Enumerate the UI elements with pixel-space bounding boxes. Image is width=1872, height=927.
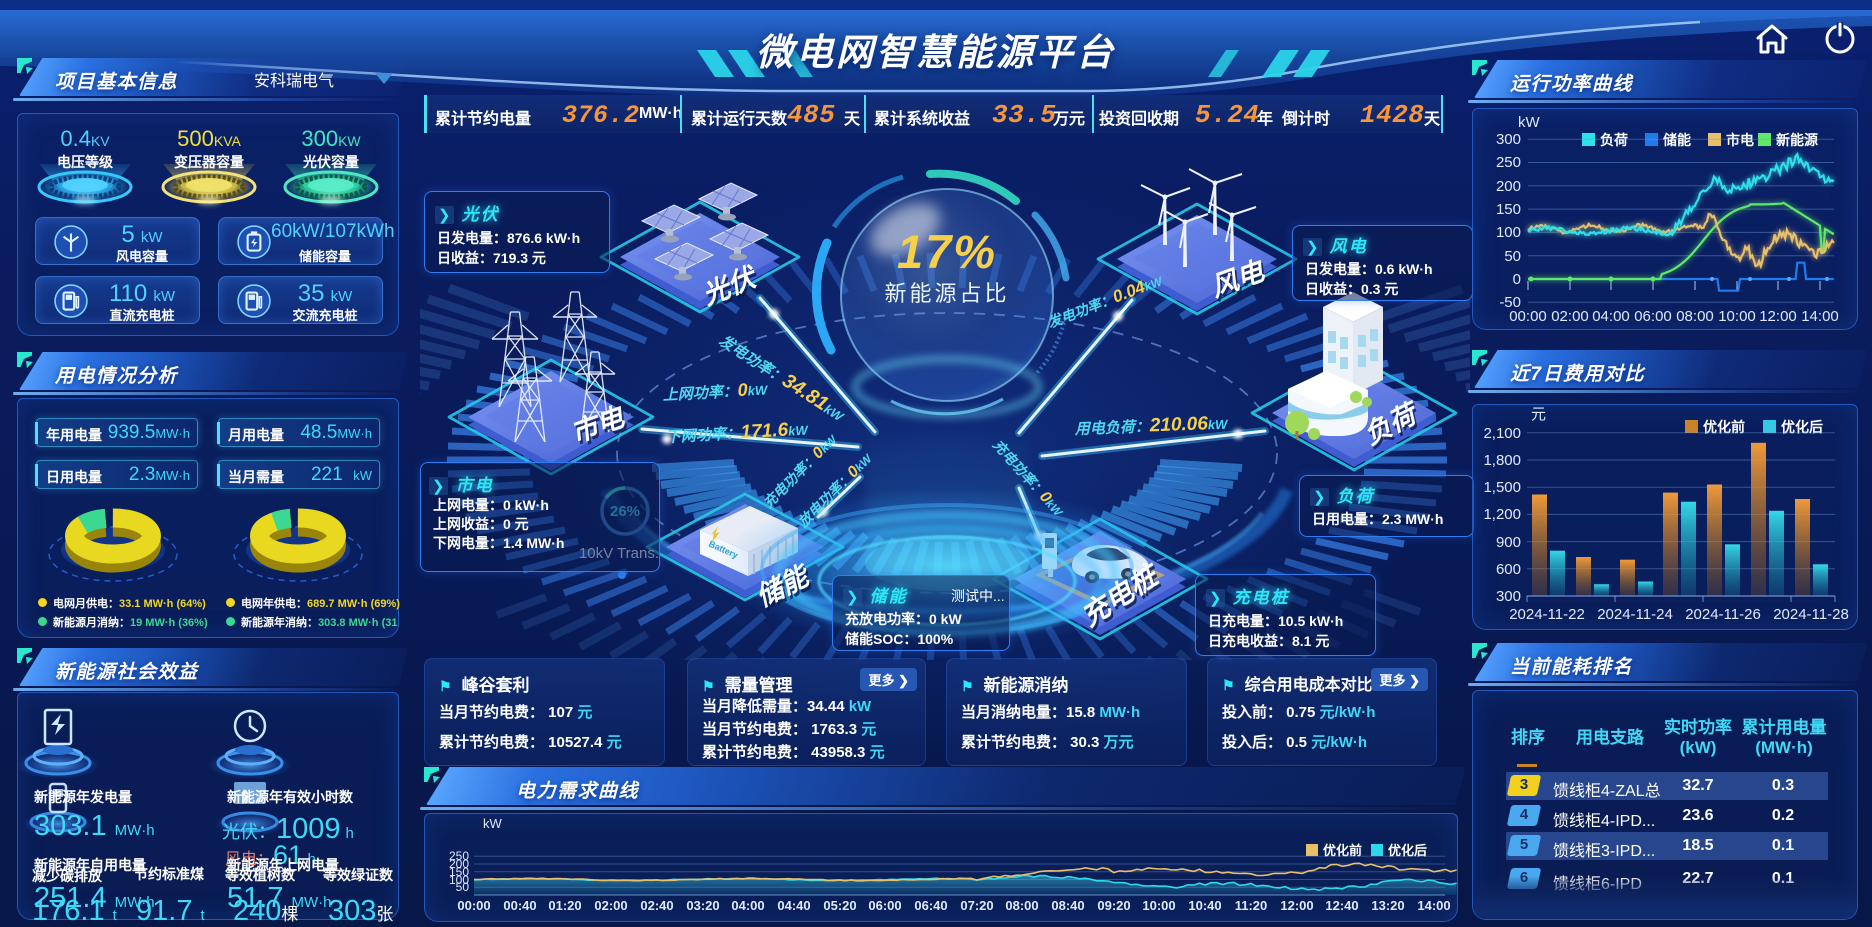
- svg-text:新能源: 新能源: [1776, 132, 1818, 148]
- svg-text:02:00: 02:00: [594, 898, 627, 913]
- svg-text:下网功率：171.6kW: 下网功率：171.6kW: [665, 418, 810, 446]
- svg-text:04:00: 04:00: [731, 898, 764, 913]
- svg-text:06:40: 06:40: [914, 898, 947, 913]
- svg-text:100: 100: [449, 873, 469, 887]
- svg-text:06:00: 06:00: [1634, 308, 1672, 325]
- svg-text:250: 250: [449, 849, 469, 863]
- svg-text:05:20: 05:20: [823, 898, 856, 913]
- svg-text:上网功率：0kW: 上网功率：0kW: [662, 378, 769, 404]
- svg-text:kW: kW: [1518, 114, 1541, 131]
- svg-text:00:00: 00:00: [1509, 308, 1547, 325]
- svg-text:优化后: 优化后: [1388, 843, 1427, 858]
- svg-text:200: 200: [449, 857, 469, 871]
- svg-text:08:00: 08:00: [1676, 308, 1714, 325]
- svg-text:1,500: 1,500: [1483, 479, 1521, 496]
- svg-text:优化前: 优化前: [1703, 419, 1745, 435]
- svg-text:2024-11-26: 2024-11-26: [1685, 606, 1761, 623]
- svg-text:150: 150: [1496, 201, 1521, 218]
- svg-text:14:00: 14:00: [1417, 898, 1450, 913]
- svg-text:150: 150: [449, 865, 469, 879]
- svg-text:03:20: 03:20: [686, 898, 719, 913]
- svg-text:12:00: 12:00: [1280, 898, 1313, 913]
- svg-text:300: 300: [1496, 131, 1521, 148]
- svg-text:1,200: 1,200: [1483, 506, 1521, 523]
- svg-text:200: 200: [1496, 178, 1521, 195]
- svg-text:2024-11-24: 2024-11-24: [1597, 606, 1673, 623]
- svg-text:06:00: 06:00: [868, 898, 901, 913]
- svg-text:07:20: 07:20: [960, 898, 993, 913]
- svg-text:负荷: 负荷: [1600, 132, 1628, 148]
- svg-text:13:20: 13:20: [1371, 898, 1404, 913]
- svg-text:kW: kW: [483, 816, 503, 831]
- svg-text:元: 元: [1531, 406, 1546, 423]
- svg-text:新能源占比: 新能源占比: [884, 281, 1009, 306]
- svg-text:02:00: 02:00: [1551, 308, 1589, 325]
- svg-text:-50: -50: [1499, 294, 1521, 311]
- svg-text:50: 50: [456, 880, 470, 894]
- svg-text:12:40: 12:40: [1325, 898, 1358, 913]
- svg-text:04:00: 04:00: [1592, 308, 1630, 325]
- svg-text:01:20: 01:20: [548, 898, 581, 913]
- svg-text:08:40: 08:40: [1051, 898, 1084, 913]
- svg-text:08:00: 08:00: [1005, 898, 1038, 913]
- svg-text:11:20: 11:20: [1235, 898, 1268, 913]
- svg-text:09:20: 09:20: [1097, 898, 1130, 913]
- svg-text:14:00: 14:00: [1801, 308, 1839, 325]
- svg-text:100: 100: [1496, 224, 1521, 241]
- svg-text:0: 0: [1513, 271, 1521, 288]
- svg-text:12:00: 12:00: [1759, 308, 1797, 325]
- svg-text:2024-11-28: 2024-11-28: [1773, 606, 1849, 623]
- svg-text:2024-11-22: 2024-11-22: [1509, 606, 1585, 623]
- svg-text:1,800: 1,800: [1483, 452, 1521, 469]
- svg-text:2,100: 2,100: [1483, 425, 1521, 442]
- svg-text:900: 900: [1496, 534, 1521, 551]
- svg-text:10:00: 10:00: [1142, 898, 1175, 913]
- svg-text:优化后: 优化后: [1781, 419, 1823, 435]
- svg-text:00:40: 00:40: [503, 898, 536, 913]
- svg-text:250: 250: [1496, 154, 1521, 171]
- svg-text:17%: 17%: [897, 225, 997, 278]
- svg-text:优化前: 优化前: [1323, 843, 1362, 858]
- svg-text:10:40: 10:40: [1188, 898, 1221, 913]
- svg-text:300: 300: [1496, 588, 1521, 605]
- svg-text:储能: 储能: [1662, 132, 1691, 148]
- svg-text:10:00: 10:00: [1718, 308, 1756, 325]
- svg-text:02:40: 02:40: [640, 898, 673, 913]
- svg-text:市电: 市电: [1726, 132, 1754, 148]
- svg-text:50: 50: [1504, 248, 1521, 265]
- svg-text:用电负荷：210.06kW: 用电负荷：210.06kW: [1073, 413, 1229, 439]
- svg-text:04:40: 04:40: [777, 898, 810, 913]
- svg-text:00:00: 00:00: [457, 898, 490, 913]
- svg-text:600: 600: [1496, 561, 1521, 578]
